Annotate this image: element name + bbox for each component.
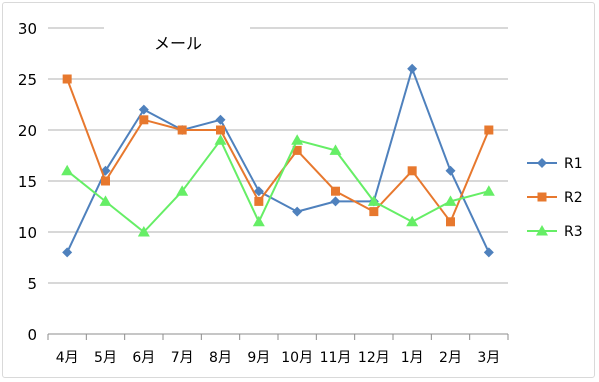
x-tick-label: 11月 <box>320 350 352 366</box>
data-point <box>484 125 494 135</box>
series-line <box>66 139 490 233</box>
series-lines <box>61 63 495 258</box>
y-tick-label: 15 <box>18 173 37 191</box>
x-tick-label: 1月 <box>401 350 424 366</box>
data-point <box>62 247 73 258</box>
x-tick-label: 12月 <box>358 350 390 366</box>
data-point <box>254 196 264 206</box>
data-point <box>407 63 418 74</box>
data-point <box>138 104 149 115</box>
x-axis <box>47 333 509 340</box>
series-line <box>66 67 490 253</box>
data-point <box>177 125 187 135</box>
data-point <box>367 195 380 206</box>
x-tick-label: 5月 <box>94 350 117 366</box>
legend-item-r2: R2 <box>527 190 583 206</box>
data-point <box>292 206 303 217</box>
legend-item-r3: R3 <box>527 224 583 240</box>
legend-label: R3 <box>564 224 583 240</box>
y-tick-label: 5 <box>27 275 37 293</box>
data-point <box>216 125 225 135</box>
data-point <box>329 144 342 155</box>
data-point <box>252 215 265 227</box>
y-tick-label: 10 <box>18 224 37 242</box>
data-point <box>61 164 74 176</box>
gridlines <box>48 27 508 284</box>
y-tick-label: 20 <box>18 122 37 140</box>
data-point <box>176 185 189 196</box>
legend: R1 R2 R3 <box>527 156 583 240</box>
series-line <box>66 78 490 223</box>
chart-title: メール <box>154 34 202 53</box>
y-tick-label: 25 <box>18 71 37 89</box>
data-point <box>253 186 264 197</box>
data-point <box>331 186 340 196</box>
legend-marker <box>536 225 548 236</box>
x-tick-label: 8月 <box>209 350 232 366</box>
x-axis-ticks: 4月 5月 6月 7月 8月 9月 10月 11月 12月 1月 2月 3月 <box>56 350 501 366</box>
x-tick-label: 3月 <box>477 350 500 366</box>
data-point <box>137 226 150 237</box>
legend-label: R1 <box>564 156 583 172</box>
data-point <box>369 207 379 217</box>
x-tick-label: 10月 <box>281 350 313 366</box>
data-point <box>330 196 341 207</box>
data-point <box>99 195 112 206</box>
y-tick-label: 0 <box>27 326 37 344</box>
data-point <box>483 247 494 258</box>
data-point <box>445 165 456 176</box>
legend-label: R2 <box>564 190 583 206</box>
data-point <box>291 134 304 145</box>
x-tick-label: 9月 <box>247 350 270 366</box>
data-point <box>139 115 149 125</box>
y-tick-label: 30 <box>18 20 37 38</box>
x-tick-label: 7月 <box>171 350 194 366</box>
data-point <box>292 145 302 155</box>
data-point <box>406 215 419 227</box>
data-point <box>482 185 495 196</box>
data-point <box>101 176 110 186</box>
series-r2 <box>62 74 494 227</box>
data-point <box>444 195 457 206</box>
data-point <box>215 114 226 125</box>
data-point <box>446 217 455 227</box>
legend-item-r1: R1 <box>527 156 583 172</box>
chart-title-background <box>104 18 250 38</box>
x-tick-label: 4月 <box>56 350 79 366</box>
y-axis-ticks: 0 5 10 15 20 25 30 <box>18 20 37 344</box>
legend-marker <box>537 192 547 202</box>
series-r3 <box>61 134 495 237</box>
chart-frame <box>2 2 595 378</box>
data-point <box>62 74 72 84</box>
x-tick-label: 2月 <box>439 350 462 366</box>
legend-marker <box>537 158 547 168</box>
data-point <box>214 134 227 145</box>
x-tick-label: 6月 <box>132 350 155 366</box>
series-r1 <box>62 63 494 258</box>
data-point <box>407 166 417 176</box>
